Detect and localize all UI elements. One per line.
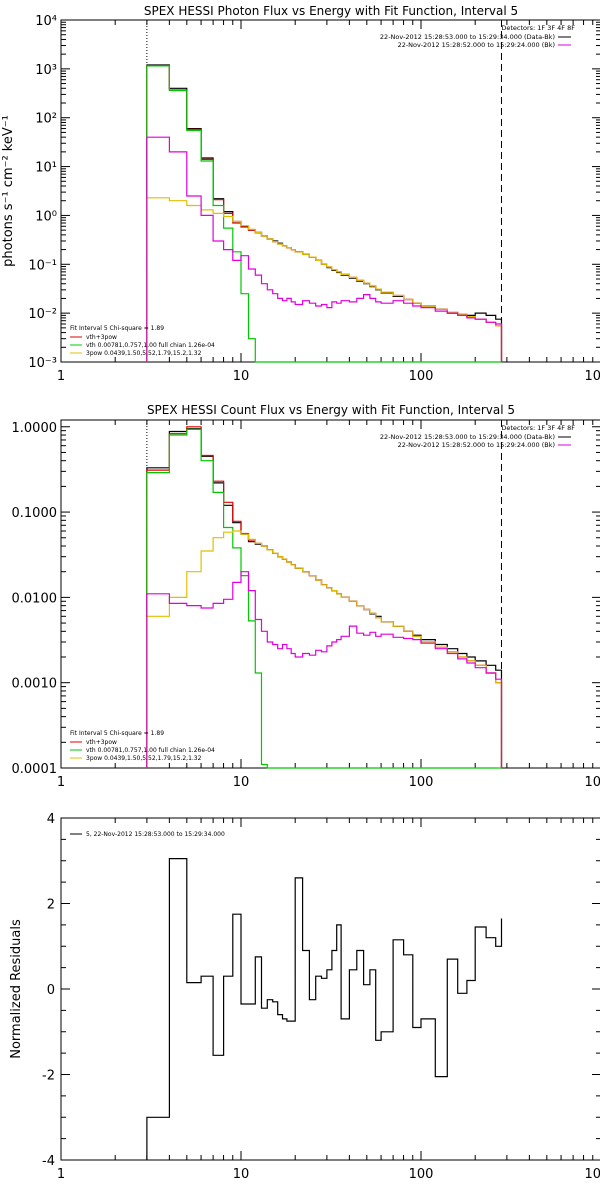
legend-left: 5, 22-Nov-2012 15:28:53.000 to 15:29:34.… xyxy=(70,831,225,838)
plot-frame xyxy=(60,19,600,363)
legend-residual-label: 5, 22-Nov-2012 15:28:53.000 to 15:29:34.… xyxy=(86,831,225,838)
y-tick-label: 10⁻² xyxy=(28,307,57,322)
series-bpow xyxy=(146,197,503,362)
legend-3pow-label: 3pow 0.0439,1.50,5.52,1.79,15.2,1.32 xyxy=(86,350,202,357)
y-tick-label: 10⁻¹ xyxy=(28,258,57,273)
y-tick-label: 2 xyxy=(47,898,55,913)
y-tick-label: 0.1000 xyxy=(12,506,58,521)
chart-title: SPEX HESSI Count Flux vs Energy with Fit… xyxy=(147,403,515,417)
count-flux-panel: SPEX HESSI Count Flux vs Energy with Fit… xyxy=(12,403,600,790)
series-vth xyxy=(146,428,502,769)
legend-vth-label: vth 0.00781,0.757,1.00 full chian 1.26e-… xyxy=(86,342,215,349)
series-group xyxy=(146,64,503,363)
legend-data-interval: 22-Nov-2012 15:28:53.000 to 15:29:34.000… xyxy=(380,433,555,441)
y-tick-label: 10³ xyxy=(35,63,57,78)
x-tick-label: 10 xyxy=(233,1167,250,1182)
chart-title: SPEX HESSI Photon Flux vs Energy with Fi… xyxy=(144,4,518,18)
x-tick-label: 1 xyxy=(57,775,65,790)
x-tick-label: 1000 xyxy=(584,369,600,384)
legend-left: Fit Interval 5 Chi-square = 1.89 vth+3po… xyxy=(70,730,215,762)
y-tick-label: 1.0000 xyxy=(12,421,58,436)
series-sum xyxy=(146,65,503,362)
legend-fit-line: Fit Interval 5 Chi-square = 1.89 xyxy=(70,730,164,737)
x-tick-label: 100 xyxy=(409,369,434,384)
y-tick-label: 0 xyxy=(47,983,55,998)
y-tick-label: 10⁻³ xyxy=(28,356,57,371)
reference-lines xyxy=(146,20,502,362)
plot-frame xyxy=(60,419,600,769)
series-group xyxy=(146,858,503,1160)
y-tick-label: -2 xyxy=(42,1069,55,1084)
x-tick-label: 100 xyxy=(409,1167,434,1182)
legend-right: Detectors: 1F 3F 4F 8F 22-Nov-2012 15:28… xyxy=(380,424,575,449)
legend-sum-label: vth+3pow xyxy=(86,739,117,746)
y-tick-label: 10² xyxy=(35,112,57,127)
axis-ticks: 1 10 100 1000 10⁻³ 10⁻² 10⁻¹ 10⁰ 10¹ 10² 10³ 10⁴ xyxy=(28,14,600,384)
x-tick-label: 100 xyxy=(409,775,434,790)
series-sum xyxy=(146,426,503,768)
x-tick-label: 1000 xyxy=(584,1167,600,1182)
series-total xyxy=(146,428,503,768)
series-bk xyxy=(146,571,503,768)
x-tick-label: 1000 xyxy=(584,775,600,790)
legend-fit-line: Fit Interval 5 Chi-square = 1.89 xyxy=(70,325,164,332)
axis-ticks: 1 10 100 1000 -4 -2 0 2 4 xyxy=(42,812,600,1182)
x-tick-label: 1 xyxy=(57,369,65,384)
residuals-panel: Normalized Residuals 1 10 100 1000 -4 -2 0 2 4 5… xyxy=(9,812,600,1182)
y-axis-label: photons s⁻¹ cm⁻² keV⁻¹ xyxy=(1,115,16,267)
legend-bk-interval: 22-Nov-2012 15:28:52.000 to 15:29:24.000… xyxy=(398,441,555,449)
y-axis-label: Normalized Residuals xyxy=(9,919,24,1059)
y-tick-label: 0.0010 xyxy=(12,677,58,692)
y-tick-label: 4 xyxy=(47,812,55,827)
plot-frame xyxy=(60,817,600,1161)
legend-right: Detectors: 1F 3F 4F 8F 22-Nov-2012 15:28… xyxy=(380,24,575,49)
y-tick-label: 0.0001 xyxy=(12,762,58,777)
y-tick-label: 0.0100 xyxy=(12,591,58,606)
x-tick-label: 1 xyxy=(57,1167,65,1182)
legend-vth-label: vth 0.00781,0.757,1.00 full chian 1.26e-… xyxy=(86,747,215,754)
legend-detectors: Detectors: 1F 3F 4F 8F xyxy=(501,24,575,32)
series-group xyxy=(146,426,503,769)
series-vth xyxy=(146,65,502,363)
y-tick-label: 10¹ xyxy=(35,161,57,176)
series-bpow xyxy=(146,530,503,768)
x-tick-label: 10 xyxy=(233,369,250,384)
legend-left: Fit Interval 5 Chi-square = 1.89 vth+3po… xyxy=(70,325,215,357)
legend-bk-interval: 22-Nov-2012 15:28:52.000 to 15:29:24.000… xyxy=(398,41,555,49)
series-total xyxy=(146,64,503,362)
photon-flux-panel: SPEX HESSI Photon Flux vs Energy with Fi… xyxy=(1,4,600,384)
legend-detectors: Detectors: 1F 3F 4F 8F xyxy=(501,424,575,432)
y-tick-label: 10⁰ xyxy=(35,209,57,224)
series-bk xyxy=(146,136,503,362)
reference-lines xyxy=(146,420,502,768)
y-tick-label: -4 xyxy=(42,1154,55,1169)
series-total xyxy=(146,858,503,1160)
legend-3pow-label: 3pow 0.0439,1.50,5.52,1.79,15.2,1.32 xyxy=(86,755,202,762)
legend-sum-label: vth+3pow xyxy=(86,334,117,341)
y-tick-label: 10⁴ xyxy=(35,14,57,29)
x-tick-label: 10 xyxy=(233,775,250,790)
legend-data-interval: 22-Nov-2012 15:28:53.000 to 15:29:34.000… xyxy=(380,33,555,41)
